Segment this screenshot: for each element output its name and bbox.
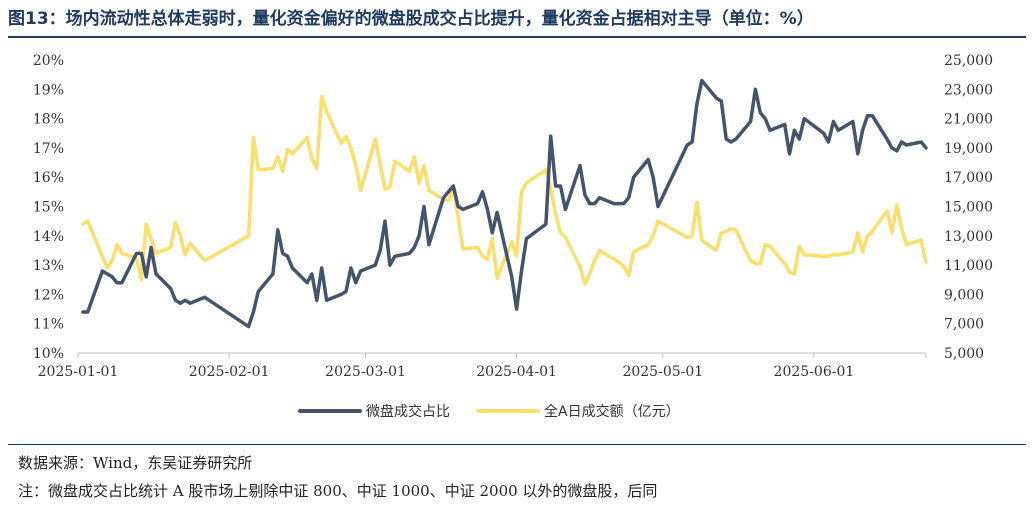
right-tick-label: 25,000 — [944, 53, 993, 69]
legend: 微盘成交占比 全A日成交额（亿元） — [298, 403, 680, 420]
left-tick-label: 12% — [33, 287, 64, 303]
left-tick-label: 17% — [33, 141, 64, 157]
x-tick-label: 2025-06-01 — [774, 364, 855, 380]
left-tick-label: 14% — [33, 229, 64, 245]
title-rule — [8, 36, 1026, 38]
legend-label: 微盘成交占比 — [366, 403, 450, 420]
left-tick-label: 15% — [33, 200, 64, 216]
right-tick-label: 23,000 — [944, 82, 993, 98]
source-note: 数据来源：Wind，东吴证券研究所 — [18, 454, 253, 472]
right-tick-label: 19,000 — [944, 141, 993, 157]
left-tick-label: 19% — [33, 82, 64, 98]
right-tick-label: 15,000 — [944, 200, 993, 216]
x-tick-label: 2025-03-01 — [325, 364, 406, 380]
legend-label: 全A日成交额（亿元） — [544, 403, 680, 420]
right-tick-label: 5,000 — [944, 346, 984, 362]
chart-area: 10% 11% 12% 13% 14% 15% 16% 17% 18% 19% 20% 5,000 7… — [33, 53, 993, 420]
x-tick-label: 2025-04-01 — [476, 364, 557, 380]
right-tick-label: 17,000 — [944, 170, 993, 186]
left-tick-label: 13% — [33, 258, 64, 274]
x-tick-label: 2025-02-01 — [189, 364, 270, 380]
right-axis: 5,000 7,000 9,000 11,000 13,000 15,000 17,000 1… — [944, 53, 993, 362]
right-tick-label: 21,000 — [944, 112, 993, 128]
left-tick-label: 16% — [33, 170, 64, 186]
series-line-microcap-share — [81, 78, 928, 329]
x-axis: 2025-01-01 2025-02-01 2025-03-01 2025-04-01… — [38, 353, 927, 380]
left-tick-label: 10% — [33, 346, 64, 362]
x-tick-label: 2025-05-01 — [622, 364, 703, 380]
left-tick-label: 18% — [33, 112, 64, 128]
left-tick-label: 11% — [33, 317, 64, 333]
series-line-turnover — [81, 94, 928, 286]
x-tick-label: 2025-01-01 — [38, 364, 119, 380]
right-tick-label: 9,000 — [944, 287, 984, 303]
right-tick-label: 13,000 — [944, 229, 993, 245]
right-tick-label: 7,000 — [944, 317, 984, 333]
chart-title: 图13：场内流动性总体走弱时，量化资金偏好的微盘股成交占比提升，量化资金占据相对… — [8, 9, 814, 29]
footer-rule — [8, 444, 1026, 445]
left-axis: 10% 11% 12% 13% 14% 15% 16% 17% 18% 19% 20% — [33, 53, 64, 362]
footnote: 注：微盘成交占比统计 A 股市场上剔除中证 800、中证 1000、中证 200… — [18, 482, 658, 500]
left-tick-label: 20% — [33, 53, 64, 69]
series-layer — [81, 78, 928, 329]
right-tick-label: 11,000 — [944, 258, 993, 274]
